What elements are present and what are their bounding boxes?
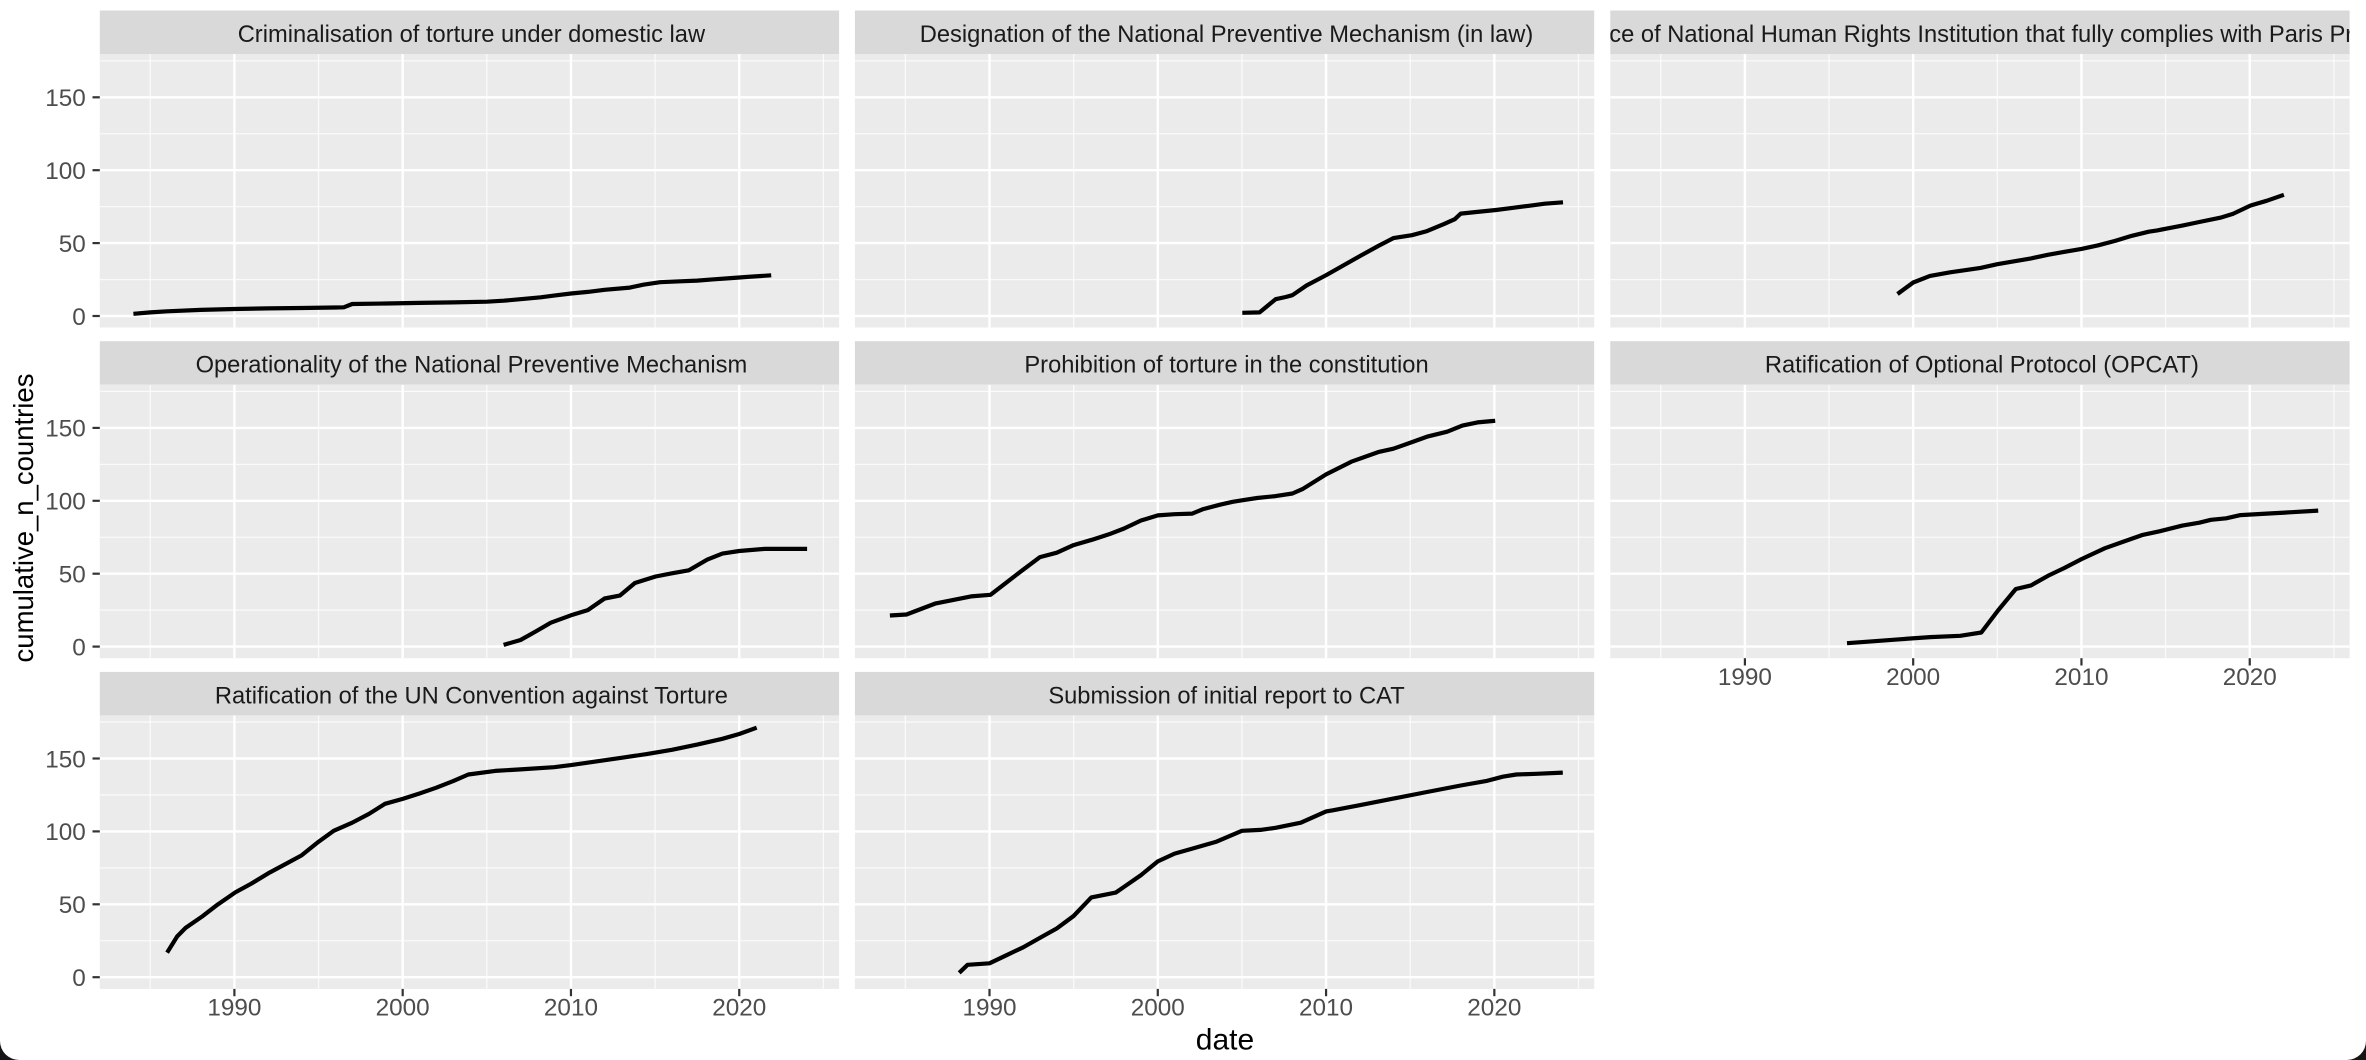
svg-text:2010: 2010 [1299, 995, 1353, 1022]
svg-text:Designation of the National Pr: Designation of the National Preventive M… [920, 22, 1534, 48]
svg-text:100: 100 [45, 819, 86, 846]
svg-text:100: 100 [45, 158, 86, 185]
svg-text:Existence of National Human Ri: Existence of National Human Rights Insti… [1532, 22, 2366, 48]
svg-text:150: 150 [45, 85, 86, 112]
svg-text:2000: 2000 [1886, 664, 1940, 691]
svg-text:50: 50 [59, 231, 86, 258]
svg-text:2020: 2020 [1467, 995, 1521, 1022]
svg-text:Operationality of the National: Operationality of the National Preventiv… [196, 353, 748, 379]
svg-text:0: 0 [72, 304, 86, 331]
svg-text:50: 50 [59, 892, 86, 919]
svg-text:Ratification of Optional Proto: Ratification of Optional Protocol (OPCAT… [1765, 353, 2199, 379]
svg-text:cumulative_n_countries: cumulative_n_countries [8, 374, 39, 663]
svg-text:50: 50 [59, 562, 86, 589]
svg-text:2010: 2010 [544, 995, 598, 1022]
svg-text:2020: 2020 [712, 995, 766, 1022]
svg-text:1990: 1990 [1718, 664, 1772, 691]
svg-text:Prohibition of torture in the: Prohibition of torture in the constituti… [1024, 353, 1428, 379]
svg-text:Submission of initial report t: Submission of initial report to CAT [1048, 683, 1404, 709]
svg-text:100: 100 [45, 489, 86, 516]
svg-text:2000: 2000 [1131, 995, 1185, 1022]
svg-text:date: date [1196, 1024, 1254, 1057]
svg-text:1990: 1990 [207, 995, 261, 1022]
svg-text:150: 150 [45, 746, 86, 773]
svg-text:150: 150 [45, 416, 86, 443]
svg-text:Ratification of the UN Convent: Ratification of the UN Convention agains… [215, 683, 728, 709]
svg-text:2020: 2020 [2223, 664, 2277, 691]
svg-text:1990: 1990 [962, 995, 1016, 1022]
svg-text:2010: 2010 [2054, 664, 2108, 691]
svg-text:0: 0 [72, 634, 86, 661]
svg-text:0: 0 [72, 965, 86, 992]
svg-text:2000: 2000 [376, 995, 430, 1022]
svg-text:Criminalisation of torture und: Criminalisation of torture under domesti… [238, 22, 706, 48]
